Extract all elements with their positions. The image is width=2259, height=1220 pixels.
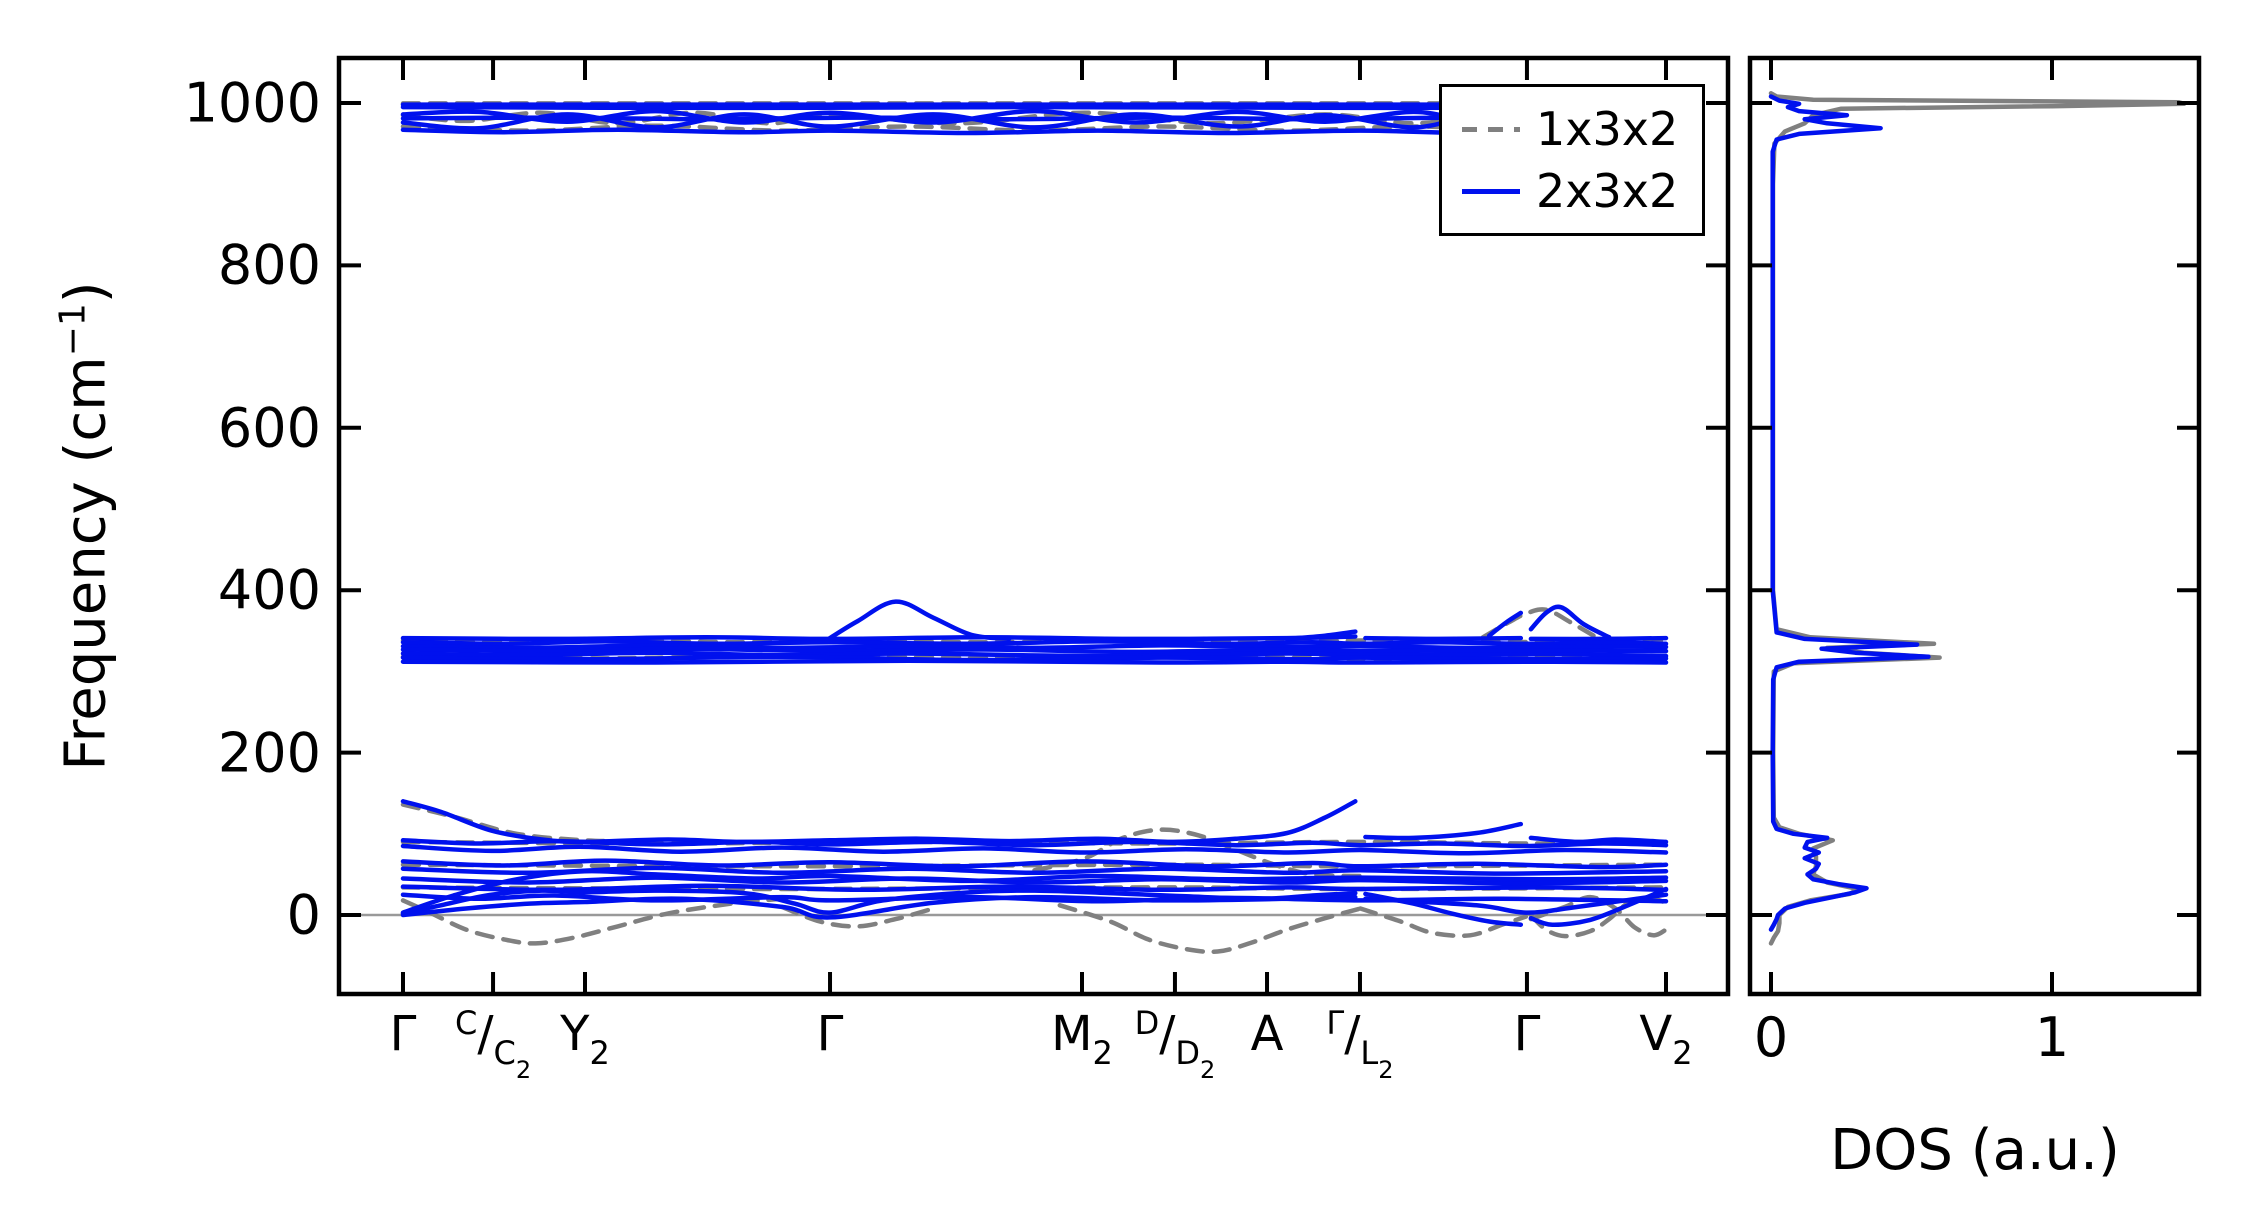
dos-curve-2x3x2 xyxy=(1768,94,1931,932)
band-line-2x3x2 xyxy=(400,838,1669,849)
label-part: Frequency (cm xyxy=(53,356,119,771)
label-part: 2 xyxy=(515,1056,532,1084)
legend-label: 2x3x2 xyxy=(1536,164,1679,218)
band-line-2x3x2 xyxy=(1528,835,1669,845)
dos-curves-group xyxy=(1768,91,2187,946)
dos-tick-label: 0 xyxy=(1753,1006,1789,1069)
band-line-2x3x2 xyxy=(1363,892,1669,915)
label-part: Γ xyxy=(1326,1004,1345,1042)
k-point-label: A xyxy=(1251,1006,1284,1062)
dos-curve-1x3x2 xyxy=(1768,91,2187,946)
band-line-2x3x2 xyxy=(1528,635,1669,642)
band-line-2x3x2 xyxy=(400,868,1669,915)
band-line-2x3x2 xyxy=(1363,635,1524,642)
label-part: Y xyxy=(560,1006,590,1062)
band-line-2x3x2 xyxy=(400,650,1669,659)
label-part: C xyxy=(493,1034,516,1072)
band-line-2x3x2 xyxy=(400,634,1358,642)
dashed-line-swatch-icon xyxy=(1462,126,1520,132)
k-point-label: Y2 xyxy=(560,1006,610,1072)
band-line-2x3x2 xyxy=(1363,821,1524,841)
k-point-label: Γ xyxy=(390,1006,417,1062)
band-line-2x3x2 xyxy=(400,883,1669,893)
k-point-label: Γ/L2 xyxy=(1326,1004,1393,1084)
band-line-2x3x2 xyxy=(400,865,1669,876)
label-part: 2 xyxy=(1672,1034,1693,1072)
label-part: A xyxy=(1250,1006,1284,1062)
band-line-2x3x2 xyxy=(400,843,1669,856)
y-axis-label: Frequency (cm−1) xyxy=(52,281,119,771)
band-line-2x3x2 xyxy=(400,643,1669,651)
k-point-label: Γ xyxy=(817,1006,844,1062)
y-tick-label: 1000 xyxy=(183,71,321,135)
label-part: / xyxy=(477,1006,494,1062)
band-line-2x3x2 xyxy=(400,127,1669,136)
label-part: L xyxy=(1360,1034,1379,1072)
label-part: V xyxy=(1639,1006,1673,1062)
label-part: −1 xyxy=(52,303,94,357)
band-line-2x3x2 xyxy=(1284,629,1358,642)
legend-label: 1x3x2 xyxy=(1536,102,1679,156)
band-panel-frame xyxy=(336,55,1731,997)
band-line-1x3x2 xyxy=(400,896,785,946)
k-point-label: V2 xyxy=(1639,1006,1692,1072)
label-part: D xyxy=(1134,1004,1160,1042)
legend: 1x3x2 2x3x2 xyxy=(1439,84,1705,236)
dos-panel-frame xyxy=(1747,55,2202,997)
label-part: Γ xyxy=(1513,1006,1541,1062)
label-part: C xyxy=(454,1004,478,1042)
axis-ticks-group xyxy=(339,58,2199,994)
solid-line-swatch-icon xyxy=(1462,188,1520,194)
y-tick-label: 200 xyxy=(217,721,321,785)
label-part: / xyxy=(1344,1006,1361,1062)
label-part: / xyxy=(1159,1006,1176,1062)
k-point-label: C/C2 xyxy=(454,1004,531,1084)
band-line-2x3x2 xyxy=(400,658,1669,665)
label-part: 2 xyxy=(1378,1056,1394,1084)
dos-axis-label: DOS (a.u.) xyxy=(1830,1118,2120,1183)
band-line-2x3x2 xyxy=(400,875,1669,886)
legend-entry-1x3x2: 1x3x2 xyxy=(1462,106,1682,152)
band-line-2x3x2 xyxy=(1486,610,1524,638)
label-part: ) xyxy=(53,281,119,304)
band-line-1x3x2 xyxy=(1057,903,1363,955)
label-part: M xyxy=(1051,1006,1093,1062)
band-line-2x3x2 xyxy=(400,858,1669,870)
dos-tick-label: 1 xyxy=(2034,1006,2070,1069)
k-point-label: D/D2 xyxy=(1134,1004,1216,1084)
label-part: Γ xyxy=(816,1006,844,1062)
y-tick-label: 0 xyxy=(286,883,321,947)
label-part: Γ xyxy=(389,1006,417,1062)
label-part: 2 xyxy=(1200,1056,1216,1084)
band-line-1x3x2 xyxy=(779,904,936,929)
y-tick-label: 600 xyxy=(217,396,321,460)
label-part: 2 xyxy=(1092,1034,1113,1072)
y-tick-label: 400 xyxy=(217,558,321,622)
y-tick-label: 800 xyxy=(217,233,321,297)
label-part: D xyxy=(1175,1034,1201,1072)
band-line-2x3x2 xyxy=(400,115,1669,122)
band-line-2x3x2 xyxy=(400,654,1669,663)
band-line-2x3x2 xyxy=(827,599,1012,642)
k-point-label: M2 xyxy=(1051,1006,1113,1072)
band-line-2x3x2 xyxy=(400,639,1669,647)
band-line-2x3x2 xyxy=(400,646,1669,655)
band-line-2x3x2 xyxy=(400,892,1669,904)
band-line-2x3x2 xyxy=(1528,604,1612,640)
label-part: 2 xyxy=(589,1034,610,1072)
legend-entry-2x3x2: 2x3x2 xyxy=(1462,168,1682,214)
band-line-2x3x2 xyxy=(1528,886,1669,927)
k-point-label: Γ xyxy=(1514,1006,1541,1062)
band-line-2x3x2 xyxy=(400,799,1358,845)
